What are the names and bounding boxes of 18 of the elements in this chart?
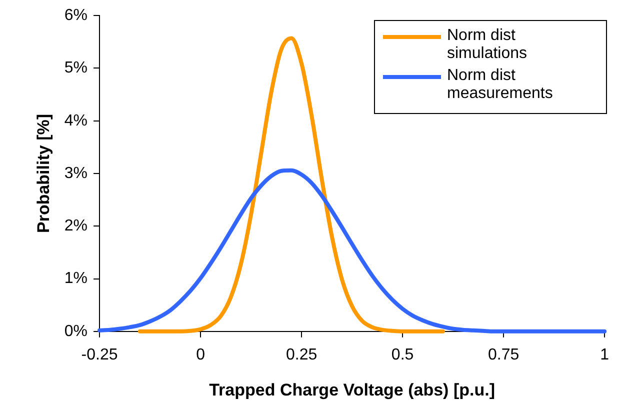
x-tick-label: -0.25 (81, 346, 118, 364)
line-series (138, 36, 445, 334)
y-tick-label: 5% (64, 60, 88, 77)
x-tick-label: 0 (196, 346, 206, 364)
y-tick-label: 6% (64, 7, 88, 24)
x-tick-label: 1 (600, 346, 610, 364)
y-tick-label: 4% (64, 112, 88, 130)
legend-label: Norm dist measurements (447, 67, 554, 103)
x-tick-label: 0.5 (391, 346, 414, 364)
y-axis-title: Probability [%] (34, 114, 53, 234)
y-tick-label: 3% (64, 164, 88, 182)
x-tick-label: 0.25 (286, 346, 318, 364)
x-tick-label: 0.75 (488, 346, 520, 364)
y-tick-label: 0% (64, 322, 88, 340)
legend-label: Norm dist simulations (447, 27, 528, 63)
y-tick-label: 2% (64, 218, 88, 235)
x-axis-title: Trapped Charge Voltage (abs) [p.u.] (209, 380, 495, 400)
y-tick-label: 1% (64, 270, 88, 288)
